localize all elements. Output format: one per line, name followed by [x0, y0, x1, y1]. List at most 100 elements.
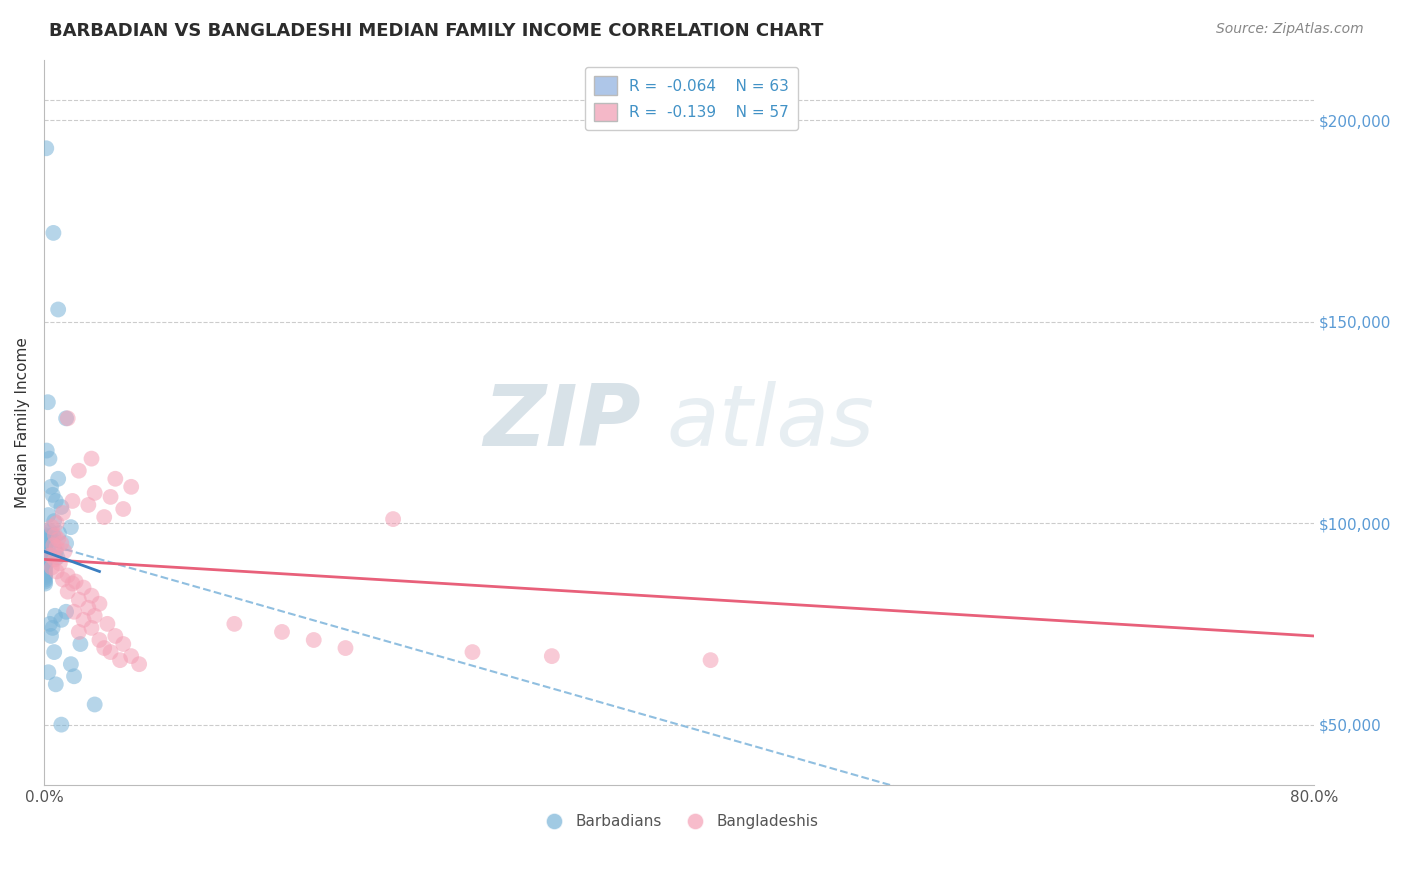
Point — [37, 508, 59, 522]
Point — [41, 621, 63, 635]
Point — [80, 589, 103, 603]
Point — [34, 562, 56, 576]
Point — [34, 544, 56, 558]
Point — [34, 576, 56, 591]
Point — [38, 451, 60, 466]
Point — [100, 645, 122, 659]
Point — [93, 510, 115, 524]
Point — [63, 669, 86, 683]
Point — [34, 550, 56, 565]
Point — [42, 528, 65, 542]
Point — [41, 533, 63, 547]
Point — [46, 472, 69, 486]
Point — [34, 552, 56, 566]
Point — [67, 624, 90, 639]
Point — [34, 557, 56, 571]
Point — [34, 570, 56, 584]
Point — [34, 565, 56, 579]
Point — [83, 486, 105, 500]
Point — [45, 516, 67, 530]
Point — [34, 528, 56, 542]
Point — [104, 629, 127, 643]
Text: atlas: atlas — [666, 381, 875, 464]
Point — [41, 560, 63, 574]
Point — [62, 576, 84, 591]
Point — [34, 541, 56, 555]
Point — [39, 629, 62, 643]
Point — [44, 608, 66, 623]
Text: ZIP: ZIP — [484, 381, 641, 464]
Point — [44, 514, 66, 528]
Point — [34, 538, 56, 552]
Point — [34, 560, 56, 574]
Point — [271, 624, 294, 639]
Point — [34, 542, 56, 557]
Point — [72, 613, 94, 627]
Point — [108, 653, 131, 667]
Point — [302, 632, 325, 647]
Point — [65, 574, 87, 589]
Point — [112, 502, 135, 516]
Point — [34, 568, 56, 582]
Point — [55, 411, 77, 425]
Point — [51, 613, 73, 627]
Point — [93, 641, 115, 656]
Point — [53, 544, 76, 558]
Point — [45, 544, 67, 558]
Point — [120, 649, 142, 664]
Point — [77, 600, 100, 615]
Point — [34, 573, 56, 587]
Point — [55, 605, 77, 619]
Point — [44, 645, 66, 659]
Point — [51, 500, 73, 514]
Point — [34, 566, 56, 581]
Point — [128, 657, 150, 672]
Point — [461, 645, 484, 659]
Point — [55, 536, 77, 550]
Point — [44, 552, 66, 566]
Point — [34, 524, 56, 538]
Point — [67, 592, 90, 607]
Point — [44, 528, 66, 542]
Point — [59, 520, 82, 534]
Point — [104, 472, 127, 486]
Point — [49, 557, 72, 571]
Point — [67, 464, 90, 478]
Point — [83, 608, 105, 623]
Point — [34, 549, 56, 563]
Point — [42, 538, 65, 552]
Point — [120, 480, 142, 494]
Point — [382, 512, 405, 526]
Point — [39, 480, 62, 494]
Point — [45, 494, 67, 508]
Text: Source: ZipAtlas.com: Source: ZipAtlas.com — [1216, 22, 1364, 37]
Point — [335, 641, 357, 656]
Point — [69, 637, 91, 651]
Point — [39, 616, 62, 631]
Point — [34, 536, 56, 550]
Point — [39, 549, 62, 563]
Point — [46, 533, 69, 547]
Point — [34, 558, 56, 573]
Point — [100, 490, 122, 504]
Point — [56, 411, 79, 425]
Point — [112, 637, 135, 651]
Point — [52, 506, 75, 520]
Point — [34, 534, 56, 549]
Point — [59, 657, 82, 672]
Point — [51, 536, 73, 550]
Point — [51, 717, 73, 731]
Point — [77, 498, 100, 512]
Point — [80, 621, 103, 635]
Point — [56, 584, 79, 599]
Text: BARBADIAN VS BANGLADESHI MEDIAN FAMILY INCOME CORRELATION CHART: BARBADIAN VS BANGLADESHI MEDIAN FAMILY I… — [49, 22, 824, 40]
Point — [46, 550, 69, 565]
Point — [89, 597, 111, 611]
Point — [45, 565, 67, 579]
Point — [224, 616, 246, 631]
Point — [72, 581, 94, 595]
Point — [41, 488, 63, 502]
Point — [62, 494, 84, 508]
Point — [48, 526, 70, 541]
Point — [34, 574, 56, 589]
